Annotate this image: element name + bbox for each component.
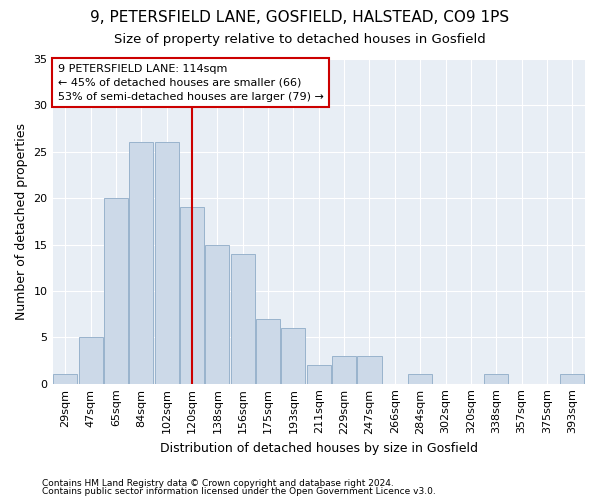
Bar	[358, 356, 382, 384]
Bar	[180, 208, 204, 384]
X-axis label: Distribution of detached houses by size in Gosfield: Distribution of detached houses by size …	[160, 442, 478, 455]
Bar	[484, 374, 508, 384]
Text: 9 PETERSFIELD LANE: 114sqm
← 45% of detached houses are smaller (66)
53% of semi: 9 PETERSFIELD LANE: 114sqm ← 45% of deta…	[58, 64, 324, 102]
Bar	[256, 318, 280, 384]
Text: Contains public sector information licensed under the Open Government Licence v3: Contains public sector information licen…	[42, 487, 436, 496]
Bar	[155, 142, 179, 384]
Bar	[104, 198, 128, 384]
Bar	[129, 142, 154, 384]
Bar	[408, 374, 432, 384]
Bar	[53, 374, 77, 384]
Bar	[230, 254, 255, 384]
Bar	[205, 244, 229, 384]
Bar	[332, 356, 356, 384]
Bar	[281, 328, 305, 384]
Text: Size of property relative to detached houses in Gosfield: Size of property relative to detached ho…	[114, 32, 486, 46]
Bar	[560, 374, 584, 384]
Text: Contains HM Land Registry data © Crown copyright and database right 2024.: Contains HM Land Registry data © Crown c…	[42, 478, 394, 488]
Text: 9, PETERSFIELD LANE, GOSFIELD, HALSTEAD, CO9 1PS: 9, PETERSFIELD LANE, GOSFIELD, HALSTEAD,…	[91, 10, 509, 25]
Bar	[79, 338, 103, 384]
Bar	[307, 365, 331, 384]
Y-axis label: Number of detached properties: Number of detached properties	[15, 123, 28, 320]
